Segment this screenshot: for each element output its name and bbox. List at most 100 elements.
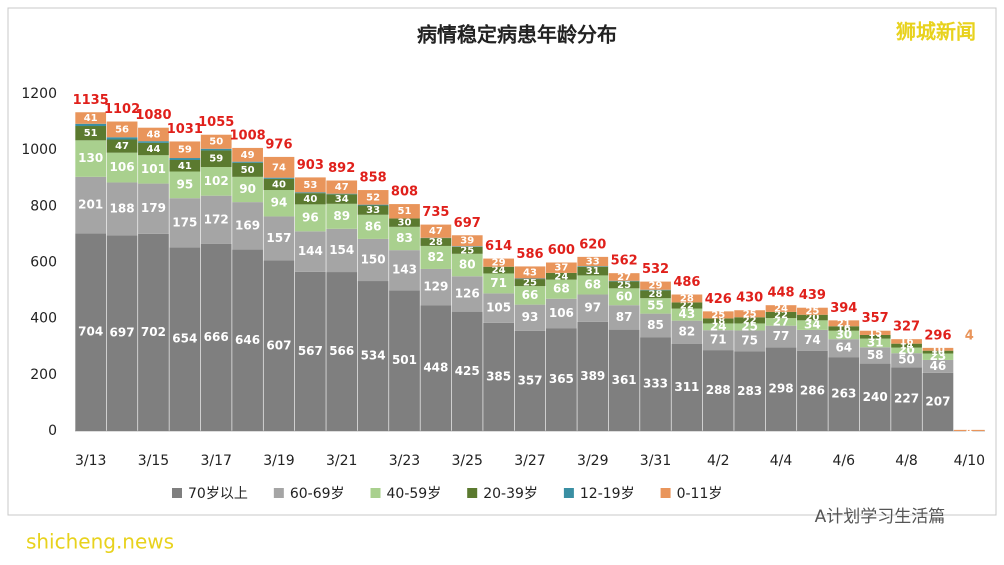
segment-label: 87: [616, 310, 633, 324]
segment-label: 59: [209, 154, 223, 165]
segment-label: 58: [867, 348, 884, 362]
segment-label: 175: [172, 215, 197, 229]
segment-label: 25: [805, 306, 819, 317]
segment-label: 143: [392, 263, 417, 277]
segment-label: 157: [266, 231, 291, 245]
total-label: 976: [265, 137, 292, 152]
segment-label: 311: [674, 380, 699, 394]
segment-label: 47: [429, 226, 443, 237]
segment-label: 48: [146, 129, 160, 140]
bar-segment: [358, 205, 389, 206]
segment-label: 566: [329, 344, 354, 358]
segment-label: 95: [176, 177, 193, 191]
segment-label: 25: [460, 245, 474, 256]
segment-label: 28: [429, 237, 443, 248]
segment-label: 29: [649, 281, 663, 292]
x-tick-label: 3/13: [75, 453, 106, 469]
segment-label: 44: [146, 144, 160, 155]
legend-label: 12-19岁: [580, 486, 635, 502]
segment-label: 83: [396, 231, 413, 245]
segment-label: 567: [298, 344, 323, 358]
segment-label: 68: [553, 282, 570, 296]
segment-label: 130: [78, 151, 103, 165]
total-label: 903: [297, 158, 324, 173]
segment-label: 385: [486, 369, 511, 383]
x-tick-label: 3/21: [326, 453, 357, 469]
bar-segment: [107, 137, 138, 139]
segment-label: 263: [831, 387, 856, 401]
legend-swatch: [564, 488, 574, 498]
total-label: 394: [830, 301, 857, 316]
segment-label: 86: [365, 219, 382, 233]
segment-label: 85: [647, 318, 664, 332]
segment-label: 71: [710, 333, 727, 347]
segment-label: 169: [235, 218, 260, 232]
segment-label: 51: [398, 206, 412, 217]
total-label: 858: [360, 171, 387, 186]
segment-label: 82: [428, 250, 445, 264]
x-tick-label: 3/19: [263, 453, 294, 469]
segment-label: 144: [298, 244, 323, 258]
segment-label: 59: [178, 145, 192, 156]
segment-label: 43: [523, 267, 537, 278]
x-tick-label: 3/27: [514, 453, 545, 469]
segment-label: 105: [486, 301, 511, 315]
segment-label: 80: [459, 258, 476, 272]
x-tick-label: 3/31: [640, 453, 671, 469]
segment-label: 25: [711, 310, 725, 321]
segment-label: 16: [900, 336, 914, 347]
watermark: shicheng.news: [26, 530, 174, 554]
segment-label: 654: [172, 332, 197, 346]
segment-label: 30: [398, 218, 412, 229]
y-tick-label: 600: [30, 255, 57, 271]
segment-label: 29: [492, 258, 506, 269]
total-label: 448: [767, 286, 794, 301]
segment-label: 74: [804, 333, 821, 347]
segment-label: 49: [241, 150, 255, 161]
segment-label: 53: [303, 180, 317, 191]
total-label: 808: [391, 185, 418, 200]
segment-label: 77: [773, 329, 790, 343]
legend-label: 0-11岁: [677, 486, 723, 502]
segment-label: 207: [925, 394, 950, 408]
segment-label: 50: [241, 165, 255, 176]
segment-label: 150: [361, 252, 386, 266]
segment-label: 94: [271, 196, 288, 210]
x-tick-label: 3/25: [452, 453, 483, 469]
segment-label: 425: [455, 364, 480, 378]
total-label: 357: [862, 311, 889, 326]
segment-label: 31: [586, 266, 600, 277]
segment-label: 333: [643, 377, 668, 391]
segment-label: 40: [272, 179, 286, 190]
segment-label: 27: [617, 272, 631, 283]
segment-label: 179: [141, 201, 166, 215]
segment-label: 357: [517, 373, 542, 387]
segment-label: 60: [616, 289, 633, 303]
segment-label: 90: [239, 182, 256, 196]
y-tick-label: 800: [30, 198, 57, 214]
total-label: 439: [799, 288, 826, 303]
total-label: 532: [642, 262, 669, 277]
y-tick-label: 1000: [21, 142, 57, 158]
segment-label: 64: [835, 341, 852, 355]
segment-label: 101: [141, 162, 166, 176]
segment-label: 106: [549, 306, 574, 320]
segment-label: 666: [204, 330, 229, 344]
total-label: 486: [673, 275, 700, 290]
segment-label: 10: [931, 344, 945, 355]
segment-label: 4: [966, 425, 973, 436]
total-label: 892: [328, 161, 355, 176]
segment-label: 41: [84, 113, 98, 124]
y-tick-label: 1200: [21, 86, 57, 102]
legend-label: 60-69岁: [290, 486, 345, 502]
segment-label: 75: [741, 333, 758, 347]
legend-label: 70岁以上: [188, 486, 248, 502]
bar-segment: [264, 178, 295, 179]
x-tick-label: 4/4: [770, 453, 793, 469]
segment-label: 50: [209, 137, 223, 148]
legend-swatch: [371, 488, 381, 498]
segment-label: 286: [800, 383, 825, 397]
segment-label: 106: [110, 160, 135, 174]
watermark: 狮城新闻: [896, 20, 976, 44]
segment-label: 33: [366, 205, 380, 216]
